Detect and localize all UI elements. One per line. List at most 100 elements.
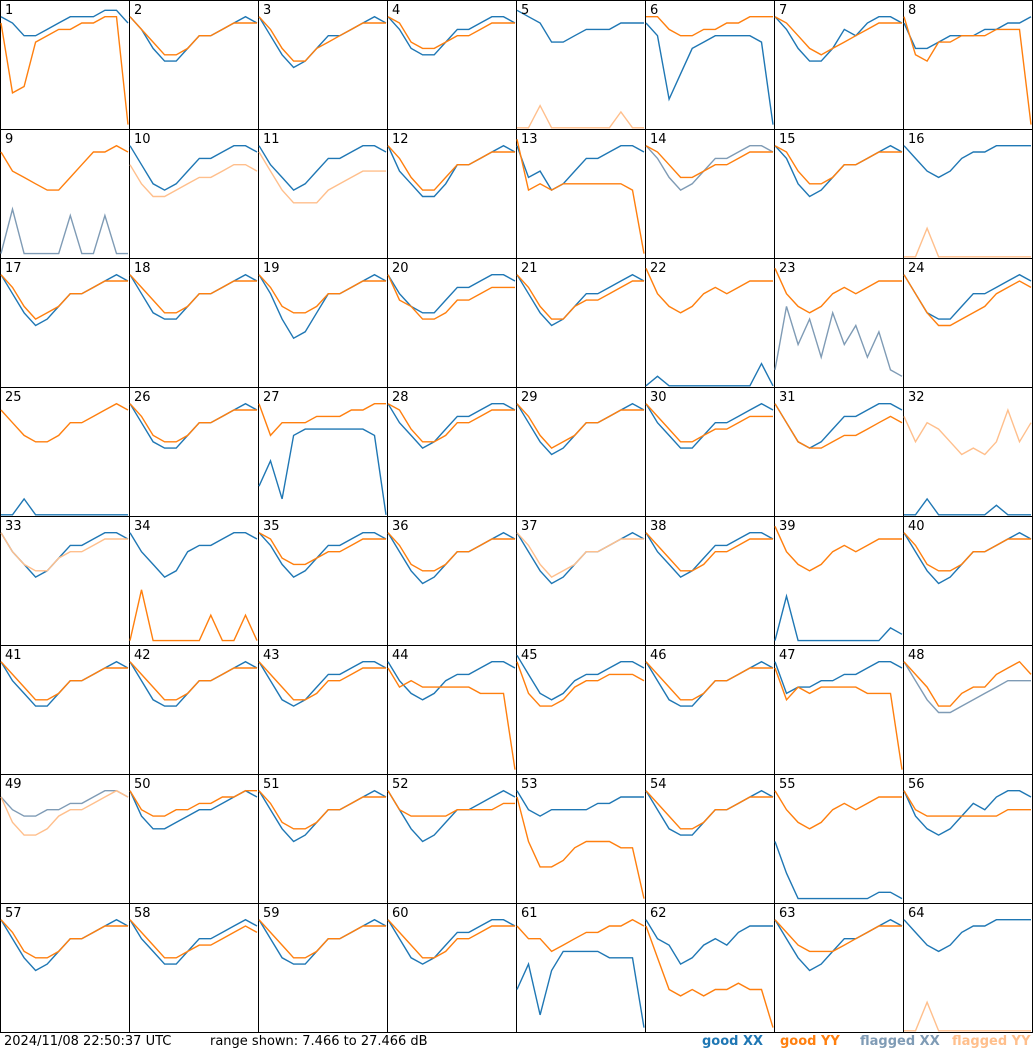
trace (387, 274, 515, 320)
panel: 47 (774, 645, 904, 775)
trace (903, 790, 1032, 836)
panel: 59 (258, 903, 388, 1033)
trace (129, 790, 257, 817)
panel: 54 (645, 774, 775, 904)
panel-label: 62 (650, 906, 667, 921)
trace (774, 403, 903, 449)
panel-label: 4 (392, 3, 400, 18)
panel-label: 11 (263, 132, 280, 147)
panel: 41 (0, 645, 130, 775)
trace (516, 403, 644, 449)
panel-frame (129, 129, 259, 259)
trace (387, 144, 516, 198)
trace (516, 532, 644, 578)
panel-label: 37 (521, 519, 538, 534)
panel-label: 38 (650, 519, 667, 534)
panel-label: 55 (779, 777, 796, 792)
panel-label: 23 (779, 261, 796, 276)
trace (129, 163, 258, 198)
panel: 33 (0, 516, 130, 646)
trace (387, 667, 516, 770)
panel: 56 (903, 774, 1033, 904)
panel-frame (645, 258, 775, 388)
panel: 3 (258, 0, 388, 130)
panel-label: 44 (392, 648, 409, 663)
trace (387, 16, 515, 50)
panel-label: 45 (521, 648, 538, 663)
trace (774, 919, 902, 953)
panel-label: 34 (134, 519, 151, 534)
panel: 21 (516, 258, 646, 388)
panel: 36 (387, 516, 517, 646)
trace (903, 144, 1031, 179)
trace (645, 919, 773, 966)
panel-frame (516, 0, 646, 130)
trace (387, 919, 516, 965)
trace (258, 661, 386, 701)
trace (903, 660, 1032, 707)
trace (258, 790, 386, 830)
trace (903, 532, 1031, 572)
panel: 9 (0, 129, 130, 259)
trace (258, 273, 387, 340)
panel-frame (0, 516, 130, 646)
trace (645, 145, 773, 179)
trace (774, 526, 902, 572)
panel-frame (774, 258, 904, 388)
trace (0, 402, 129, 443)
panel: 55 (774, 774, 904, 904)
trace (903, 16, 1032, 50)
trace (645, 532, 774, 578)
trace (129, 274, 257, 314)
trace (516, 790, 644, 817)
trace (645, 144, 774, 191)
panel-label: 49 (5, 777, 22, 792)
trace (258, 919, 386, 959)
panel-label: 28 (392, 390, 409, 405)
panel-frame (516, 129, 646, 259)
trace (645, 790, 773, 830)
panel-label: 1 (5, 3, 13, 18)
panel-label: 51 (263, 777, 280, 792)
panel: 11 (258, 129, 388, 259)
trace (516, 273, 645, 327)
trace (774, 918, 903, 972)
panel: 42 (129, 645, 259, 775)
trace (903, 790, 1031, 817)
trace (129, 661, 257, 701)
trace (516, 950, 645, 1028)
panel-frame (645, 129, 775, 259)
panel-label: 35 (263, 519, 280, 534)
trace (129, 144, 258, 191)
trace (387, 403, 516, 449)
trace (0, 661, 128, 701)
trace (774, 145, 902, 185)
trace (903, 407, 1032, 456)
trace (0, 919, 128, 959)
panel: 26 (129, 387, 259, 517)
trace (774, 593, 903, 642)
trace (387, 145, 515, 191)
trace (516, 139, 645, 254)
panel-label: 36 (392, 519, 409, 534)
panel-frame (129, 516, 259, 646)
trace (258, 274, 386, 314)
panel-label: 18 (134, 261, 151, 276)
panel: 18 (129, 258, 259, 388)
panel: 50 (129, 774, 259, 904)
panel-label: 32 (908, 390, 925, 405)
trace (258, 428, 387, 515)
panel: 61 (516, 903, 646, 1033)
panel-frame (387, 645, 517, 775)
trace (0, 206, 128, 255)
trace (129, 789, 258, 830)
trace (774, 667, 903, 770)
panel-frame (258, 129, 388, 259)
panel: 46 (645, 645, 775, 775)
trace (387, 661, 516, 701)
panel-label: 52 (392, 777, 409, 792)
panel-label: 8 (908, 3, 916, 18)
trace (129, 919, 258, 959)
panel: 8 (903, 0, 1033, 130)
trace (387, 532, 515, 572)
